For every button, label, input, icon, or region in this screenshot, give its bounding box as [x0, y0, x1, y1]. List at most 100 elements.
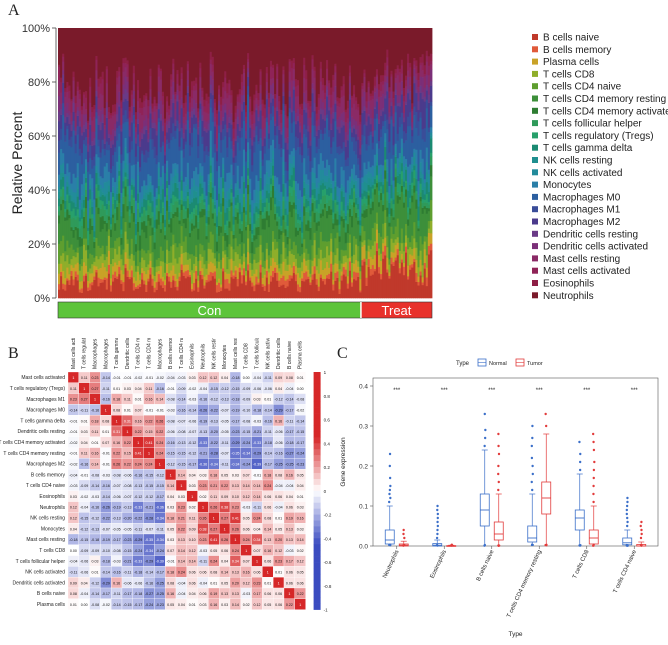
- bar-segment: [396, 133, 400, 141]
- bar-segment: [423, 101, 427, 129]
- bar-segment: [103, 115, 107, 126]
- bar-segment: [334, 254, 337, 264]
- bar-segment: [109, 278, 113, 286]
- bar-segment: [307, 212, 310, 221]
- bar-segment: [330, 214, 333, 234]
- bar-segment: [392, 28, 395, 92]
- heatmap-value: -0.07: [177, 419, 185, 423]
- bar-segment: [161, 145, 165, 166]
- bar-segment: [421, 173, 425, 180]
- bar-segment: [132, 221, 136, 256]
- heatmap-value: 0.14: [254, 484, 261, 488]
- bar-segment: [172, 81, 175, 95]
- legend-swatch: [532, 267, 538, 274]
- bar-segment: [288, 58, 292, 62]
- bar-segment: [355, 120, 358, 130]
- bar-segment: [220, 96, 223, 105]
- bar-segment: [157, 257, 161, 267]
- bar-segment: [234, 190, 238, 198]
- bar-segment: [134, 118, 138, 128]
- bar-segment: [338, 28, 341, 99]
- bar-segment: [161, 125, 165, 132]
- bar-segment: [242, 193, 246, 197]
- bar-segment: [95, 96, 98, 113]
- bar-segment: [195, 215, 198, 228]
- heatmap-value: 0.27: [221, 517, 228, 521]
- bar-segment: [178, 199, 181, 205]
- bar-segment: [419, 76, 423, 86]
- bar-segment: [157, 198, 161, 212]
- bar-segment: [141, 132, 144, 140]
- heatmap-value: 1: [288, 592, 290, 596]
- bar-segment: [315, 254, 319, 267]
- bar-segment: [178, 198, 181, 201]
- bar-segment: [359, 114, 362, 122]
- bar-segment: [380, 253, 383, 262]
- bar-segment: [350, 180, 354, 189]
- bar-segment: [60, 28, 63, 78]
- bar-segment: [361, 265, 364, 299]
- bar-segment: [70, 227, 73, 231]
- bar-segment: [263, 206, 267, 213]
- bar-segment: [311, 54, 314, 60]
- bar-segment: [344, 121, 348, 133]
- bar-segment: [265, 121, 269, 161]
- bar-segment: [274, 206, 277, 215]
- bar-segment: [282, 196, 285, 202]
- bar-segment: [319, 259, 323, 275]
- heatmap-value: 0.14: [178, 549, 185, 553]
- bar-segment: [141, 28, 144, 103]
- bar-segment: [147, 281, 150, 299]
- bar-segment: [251, 252, 254, 264]
- bar-segment: [220, 213, 223, 227]
- bar-segment: [159, 246, 163, 262]
- bar-segment: [107, 191, 111, 201]
- heatmap-value: 1: [180, 484, 182, 488]
- bar-segment: [62, 188, 65, 200]
- bar-segment: [407, 166, 410, 183]
- heatmap-value: 0.11: [70, 387, 77, 391]
- bar-segment: [174, 196, 177, 202]
- bar-segment: [423, 96, 427, 102]
- bar-segment: [226, 28, 229, 84]
- bar-segment: [199, 254, 202, 261]
- bar-segment: [398, 184, 402, 194]
- bar-segment: [315, 222, 319, 231]
- bar-segment: [326, 246, 329, 263]
- bar-segment: [168, 219, 171, 222]
- bar-segment: [305, 28, 308, 71]
- bar-segment: [120, 269, 123, 281]
- legend-swatch: [532, 280, 538, 286]
- bar-segment: [280, 277, 283, 286]
- bar-segment: [184, 129, 188, 142]
- heatmap-value: 0.41: [146, 441, 153, 445]
- heatmap-value: 0.00: [243, 376, 250, 380]
- bar-segment: [321, 278, 325, 282]
- bar-segment: [274, 97, 277, 108]
- bar-segment: [82, 262, 86, 276]
- bar-segment: [190, 269, 194, 284]
- bar-segment: [80, 202, 84, 210]
- bar-segment: [336, 28, 339, 98]
- bar-segment: [66, 28, 69, 82]
- legend-entry: Plasma cells: [543, 57, 599, 68]
- bar-segment: [236, 286, 240, 299]
- bar-segment: [159, 176, 163, 187]
- bar-segment: [97, 177, 100, 185]
- bar-segment: [338, 268, 341, 282]
- bar-segment: [109, 226, 113, 230]
- bar-segment: [311, 93, 314, 113]
- bar-segment: [85, 238, 88, 251]
- heatmap-value: -0.12: [274, 398, 282, 402]
- bar-segment: [359, 292, 362, 299]
- bar-segment: [132, 290, 136, 299]
- bar-segment: [342, 28, 346, 77]
- bar-segment: [207, 180, 211, 185]
- bar-segment: [163, 291, 167, 299]
- bar-segment: [105, 141, 109, 151]
- heatmap-value: 1: [94, 398, 96, 402]
- bar-segment: [99, 267, 103, 279]
- heatmap-value: 0.26: [156, 419, 163, 423]
- bar-segment: [157, 270, 161, 275]
- bar-segment: [130, 122, 134, 142]
